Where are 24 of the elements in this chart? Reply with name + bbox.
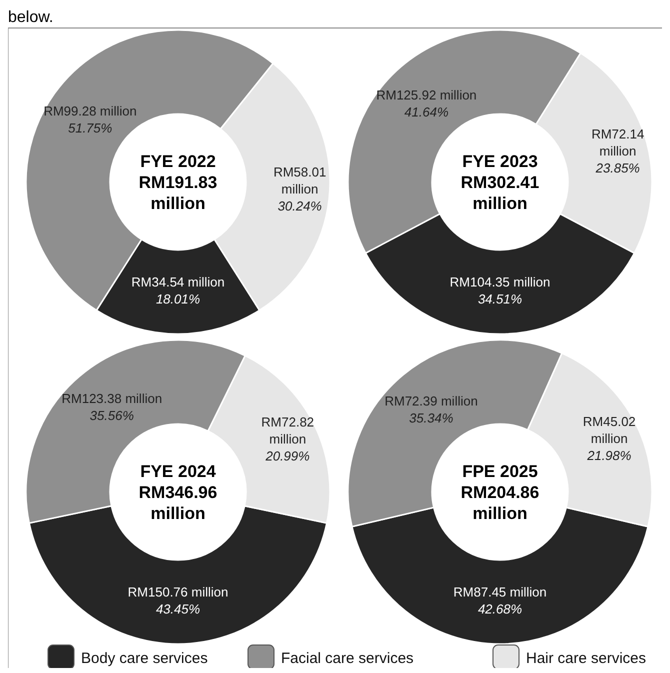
text: RM204.86 million <box>460 483 540 523</box>
text: RM302.41 million <box>460 173 540 213</box>
legend-label: Body care services <box>81 650 208 667</box>
data-label: RM123.38 million 35.56% <box>62 391 162 424</box>
text: RM191.83 million <box>138 173 218 213</box>
text: FYE 2022 <box>140 152 216 171</box>
data-label: RM87.45 million 42.68% <box>453 584 547 616</box>
text: FYE 2023 <box>462 152 538 171</box>
data-label: RM72.82 million 20.99% <box>261 414 314 464</box>
text: below. <box>8 9 54 26</box>
data-label: RM34.54 million 18.01% <box>131 274 225 306</box>
data-label: RM150.76 million 43.45% <box>128 584 228 616</box>
text: FYE 2024 <box>140 462 216 481</box>
data-label: RM72.39 million 35.34% <box>384 393 478 426</box>
legend-label: Hair care services <box>526 650 646 667</box>
text: FPE 2025 <box>462 462 538 481</box>
data-label: RM58.01 million 30.24% <box>273 164 326 214</box>
data-label: RM125.92 million 41.64% <box>376 87 477 120</box>
data-label: RM72.14 million 23.85% <box>591 126 644 176</box>
data-label: RM104.35 million 34.51% <box>450 274 550 306</box>
data-label: RM45.02 million 21.98% <box>582 414 636 463</box>
data-label: RM99.28 million 51.75% <box>44 104 137 136</box>
legend-label: Facial care services <box>281 650 414 667</box>
text: RM346.96 million <box>138 483 218 523</box>
